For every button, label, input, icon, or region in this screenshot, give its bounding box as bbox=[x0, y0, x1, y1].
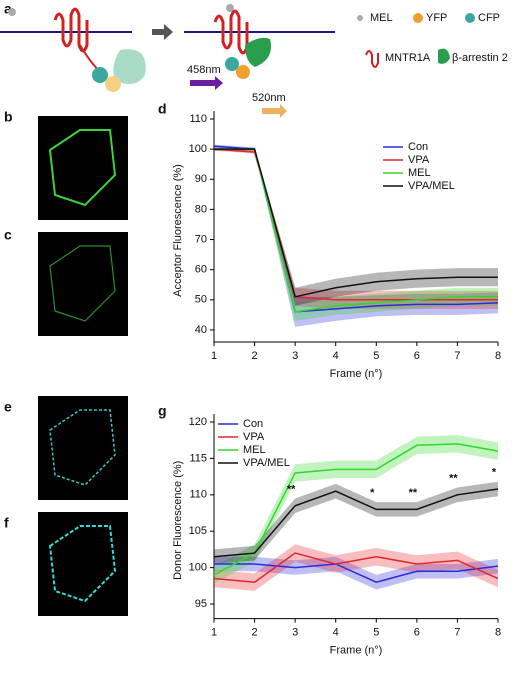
panel-label: d bbox=[158, 101, 167, 117]
panel-label: a bbox=[4, 1, 12, 17]
y-tick-label: 60 bbox=[195, 264, 207, 276]
x-tick-label: 4 bbox=[333, 350, 339, 362]
schematic-label: YFP bbox=[426, 12, 447, 24]
panel-label: b bbox=[4, 109, 13, 125]
x-tick-label: 5 bbox=[373, 350, 379, 362]
schematic: MEL YFP CFP MNTR1A β-arrestin 2 458nm 52… bbox=[0, 4, 508, 118]
legend-label: Con bbox=[408, 141, 428, 153]
y-tick-label: 50 bbox=[195, 294, 207, 306]
panel-label: c bbox=[4, 227, 12, 243]
schematic-label: 458nm bbox=[187, 64, 221, 76]
x-tick-label: 8 bbox=[495, 627, 501, 639]
x-tick-label: 7 bbox=[454, 350, 460, 362]
series-line bbox=[213, 443, 499, 576]
x-tick-label: 2 bbox=[252, 350, 258, 362]
schematic-label: CFP bbox=[478, 12, 500, 24]
legend-label: Con bbox=[243, 418, 263, 430]
significance: * bbox=[370, 487, 375, 499]
legend-label: VPA bbox=[243, 431, 265, 443]
legend-label: VPA/MEL bbox=[243, 457, 290, 469]
x-tick-label: 2 bbox=[252, 627, 258, 639]
x-tick-label: 6 bbox=[414, 350, 420, 362]
legend-label: VPA bbox=[408, 154, 430, 166]
series-line bbox=[213, 488, 499, 558]
y-tick-label: 100 bbox=[189, 562, 207, 574]
series-line bbox=[213, 552, 499, 583]
error-band bbox=[335, 295, 377, 321]
schematic-label: MNTR1A bbox=[385, 52, 431, 64]
panel-label: g bbox=[158, 403, 167, 419]
legend-label: MEL bbox=[408, 167, 431, 179]
x-axis-label: Frame (n°) bbox=[330, 368, 383, 380]
x-tick-label: 3 bbox=[292, 350, 298, 362]
x-tick-label: 5 bbox=[373, 627, 379, 639]
y-tick-label: 90 bbox=[195, 173, 207, 185]
panel-label: e bbox=[4, 399, 12, 415]
x-tick-label: 3 bbox=[292, 627, 298, 639]
y-tick-label: 115 bbox=[189, 452, 207, 464]
legend-label: VPA/MEL bbox=[408, 180, 455, 192]
schematic-label: MEL bbox=[370, 12, 393, 24]
series-line bbox=[214, 563, 499, 583]
schematic-label: β-arrestin 2 bbox=[452, 52, 508, 64]
y-tick-label: 105 bbox=[189, 525, 207, 537]
y-axis-label: Acceptor Fluorescence (%) bbox=[172, 164, 184, 297]
panel-label: f bbox=[4, 515, 9, 531]
x-tick-label: 1 bbox=[211, 350, 217, 362]
significance: ** bbox=[449, 472, 458, 484]
legend-label: MEL bbox=[243, 444, 266, 456]
y-tick-label: 110 bbox=[189, 113, 207, 125]
x-tick-label: 8 bbox=[495, 350, 501, 362]
y-tick-label: 100 bbox=[189, 143, 207, 155]
significance: ** bbox=[287, 483, 296, 495]
error-band bbox=[295, 296, 336, 327]
significance: ** bbox=[409, 487, 418, 499]
y-tick-label: 120 bbox=[189, 416, 207, 428]
x-tick-label: 1 bbox=[211, 627, 217, 639]
y-tick-label: 70 bbox=[195, 233, 207, 245]
schematic-label: 520nm bbox=[252, 92, 286, 104]
y-tick-label: 40 bbox=[195, 324, 207, 336]
micrographs bbox=[38, 116, 128, 616]
x-tick-label: 4 bbox=[333, 627, 339, 639]
y-axis-label: Donor Fluorescence (%) bbox=[172, 461, 184, 580]
y-tick-label: 110 bbox=[189, 489, 207, 501]
x-tick-label: 7 bbox=[454, 627, 460, 639]
y-tick-label: 95 bbox=[195, 598, 207, 610]
x-tick-label: 6 bbox=[414, 627, 420, 639]
x-axis-label: Frame (n°) bbox=[330, 645, 383, 657]
y-tick-label: 80 bbox=[195, 203, 207, 215]
significance: * bbox=[492, 467, 497, 479]
series-line bbox=[214, 148, 498, 298]
